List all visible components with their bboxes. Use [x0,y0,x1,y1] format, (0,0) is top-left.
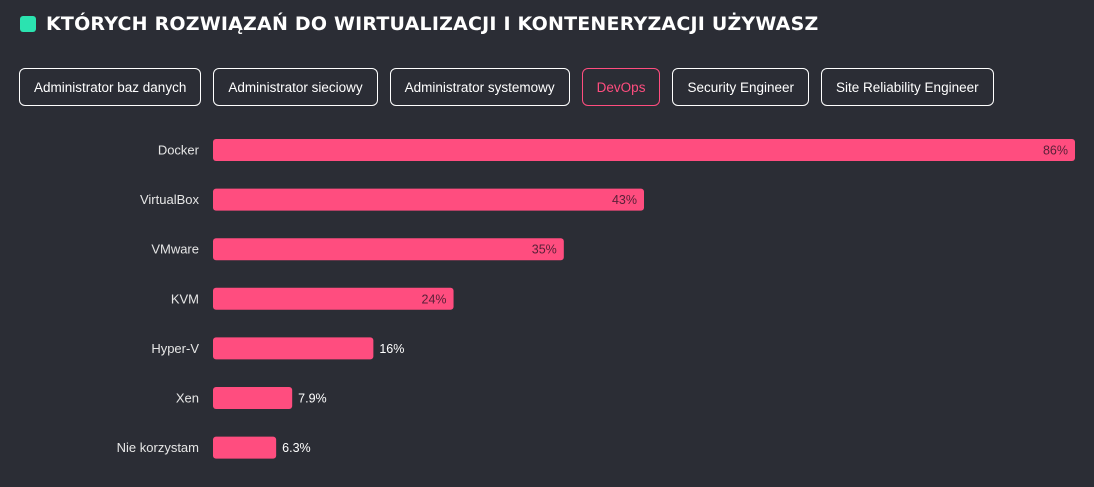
bar-kvm [213,287,454,310]
category-label-nie-korzystam: Nie korzystam [117,440,199,455]
title-row: KTÓRYCH ROZWIĄZAŃ DO WIRTUALIZACJI I KON… [20,12,818,36]
chart-title: KTÓRYCH ROZWIĄZAŃ DO WIRTUALIZACJI I KON… [46,13,819,35]
filter-button-site-reliability-engineer[interactable]: Site Reliability Engineer [821,68,994,106]
bar-docker [213,139,1075,161]
category-label-virtualbox: VirtualBox [140,192,200,207]
value-label-xen: 7.9% [298,392,327,406]
role-filter-bar: Administrator baz danych Administrator s… [19,68,994,106]
value-label-hyper-v: 16% [379,342,404,356]
value-label-vmware: 35% [532,243,557,257]
filter-button-devops[interactable]: DevOps [581,68,661,106]
category-label-docker: Docker [158,143,200,158]
value-label-docker: 86% [1043,144,1068,158]
filter-button-administrator-baz-danych[interactable]: Administrator baz danych [19,68,202,106]
bar-xen [213,387,293,409]
bar-vmware [213,238,564,261]
bar-virtualbox [213,188,644,211]
value-label-kvm: 24% [422,292,447,306]
value-label-virtualbox: 43% [612,193,637,207]
bar-hyper-v [213,337,374,360]
filter-button-security-engineer[interactable]: Security Engineer [672,68,810,106]
category-label-xen: Xen [176,391,199,406]
filter-button-administrator-sieciowy[interactable]: Administrator sieciowy [213,68,378,106]
category-label-kvm: KVM [171,291,199,306]
category-label-vmware: VMware [151,242,199,257]
category-label-hyper-v: Hyper-V [151,341,199,356]
square-marker-icon [20,16,36,32]
value-label-nie-korzystam: 6.3% [282,441,311,455]
bar-nie-korzystam [213,436,277,459]
filter-button-administrator-systemowy[interactable]: Administrator systemowy [389,68,570,106]
